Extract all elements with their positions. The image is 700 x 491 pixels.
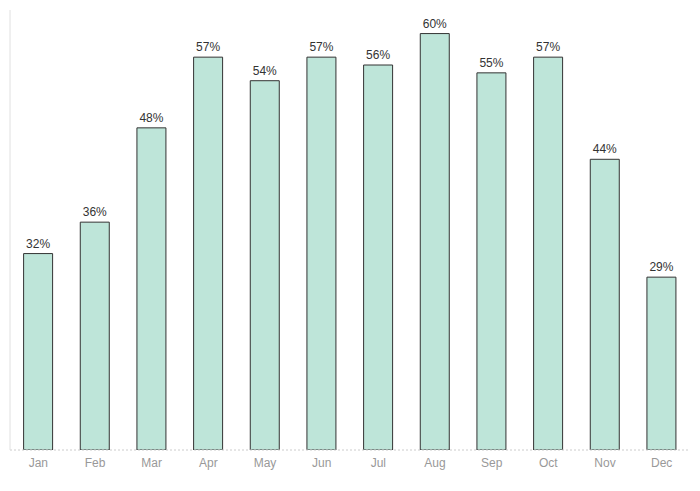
svg-text:Nov: Nov <box>594 456 615 470</box>
svg-text:Oct: Oct <box>539 456 558 470</box>
svg-text:Feb: Feb <box>85 456 106 470</box>
svg-text:May: May <box>254 456 277 470</box>
svg-text:55%: 55% <box>479 56 503 70</box>
svg-text:56%: 56% <box>366 48 390 62</box>
svg-text:36%: 36% <box>83 205 107 219</box>
svg-text:Dec: Dec <box>651 456 672 470</box>
svg-text:29%: 29% <box>649 260 673 274</box>
svg-text:Jan: Jan <box>29 456 48 470</box>
svg-text:54%: 54% <box>253 64 277 78</box>
svg-text:Mar: Mar <box>141 456 162 470</box>
svg-text:44%: 44% <box>593 142 617 156</box>
svg-text:Jul: Jul <box>371 456 386 470</box>
svg-text:48%: 48% <box>139 111 163 125</box>
svg-text:57%: 57% <box>196 40 220 54</box>
svg-text:Aug: Aug <box>424 456 445 470</box>
svg-text:Sep: Sep <box>481 456 503 470</box>
svg-text:Jun: Jun <box>312 456 331 470</box>
svg-text:57%: 57% <box>536 40 560 54</box>
svg-text:32%: 32% <box>26 237 50 251</box>
svg-text:57%: 57% <box>309 40 333 54</box>
svg-text:Apr: Apr <box>199 456 218 470</box>
svg-text:60%: 60% <box>423 17 447 31</box>
